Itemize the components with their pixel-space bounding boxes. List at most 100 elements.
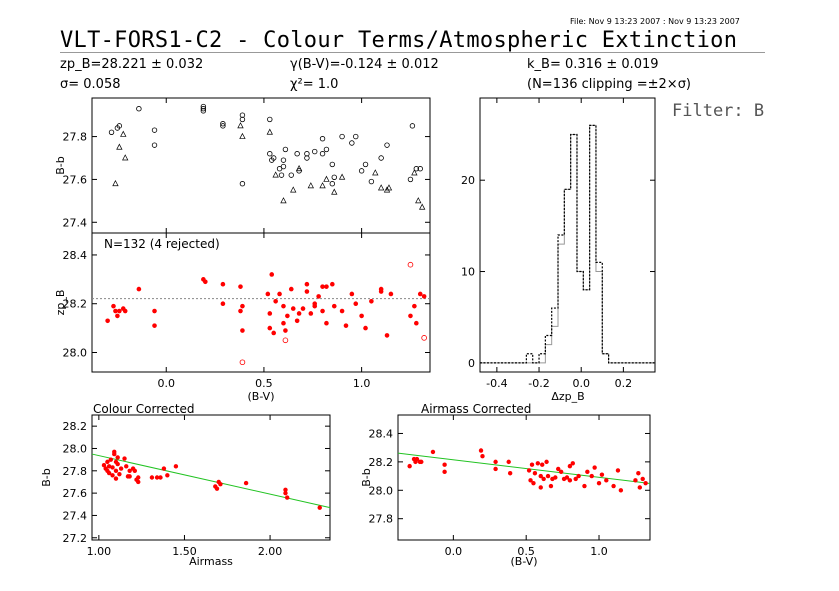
lower-left-used-point — [281, 303, 286, 309]
lower-left-used-point — [349, 291, 355, 297]
lower-left-used-point — [290, 306, 296, 311]
colour-corrected-point — [158, 475, 163, 480]
lower-left-used-point — [408, 313, 413, 319]
colour-corrected-point — [283, 490, 288, 496]
lower-left-used-point — [294, 318, 300, 324]
upper-left-triangle-point — [280, 197, 287, 204]
lower-left-used-point — [203, 279, 208, 285]
airmass-corrected-point — [506, 459, 511, 465]
histogram-xtick-label: 0.2 — [615, 377, 633, 390]
upper-left-triangle-point — [338, 173, 346, 180]
airmass-corrected-xtick-label: 0.5 — [517, 545, 535, 558]
upper-left-circle-point — [278, 172, 285, 178]
upper-left-circle-point — [304, 151, 310, 157]
title-underline — [60, 52, 765, 53]
upper-left-circle-point — [267, 116, 273, 123]
upper-left-frame — [91, 97, 431, 234]
upper-left-triangle-point — [372, 169, 379, 176]
lower-left-used-point — [281, 320, 286, 326]
colour-corrected-point — [110, 473, 115, 478]
lower-left-used-point — [283, 328, 288, 333]
upper-left-triangle-point — [385, 184, 393, 191]
upper-left-circle-point — [220, 121, 226, 127]
histogram-ytick-label: 10 — [461, 266, 475, 279]
airmass-corrected-point — [407, 463, 412, 469]
lower-left-used-point — [105, 318, 110, 324]
lower-left-used-point — [111, 303, 116, 309]
lower-left-used-point — [267, 311, 273, 316]
airmass-corrected-frame — [397, 414, 651, 541]
lower-left-used-point — [300, 306, 306, 311]
lower-left-used-point — [277, 291, 282, 297]
lower-left-used-point — [320, 308, 325, 314]
upper-left-triangle-point — [116, 143, 123, 150]
upper-left-circle-point — [362, 161, 369, 168]
lower-left-frame — [91, 232, 431, 373]
airmass-corrected-xtick-label: 0.0 — [445, 545, 463, 558]
upper-left-circle-point — [267, 151, 273, 157]
colour-corrected-point — [283, 487, 288, 492]
airmass-corrected-point — [615, 468, 621, 473]
upper-left-circle-point — [151, 127, 158, 133]
colour-corrected-point — [122, 456, 127, 461]
airmass-corrected-point — [618, 488, 624, 493]
chi2-value: χ²= 1.0 — [290, 77, 339, 92]
upper-left-circle-point — [417, 166, 423, 172]
lower-left-xtick-label: 0.5 — [255, 377, 273, 390]
airmass-corrected-point — [643, 480, 648, 486]
colour-corrected-ytick-label: 27.8 — [63, 465, 88, 478]
airmass-corrected-point — [507, 471, 513, 476]
lower-left-used-point — [421, 294, 427, 299]
upper-left-circle-point — [349, 140, 355, 146]
lower-left-used-point — [115, 313, 120, 319]
histogram-solid-steps — [480, 124, 655, 364]
airmass-corrected-point — [596, 480, 602, 486]
histogram-frame — [479, 97, 656, 373]
lower-left-used-point — [412, 303, 417, 309]
airmass-corrected-point — [573, 476, 578, 482]
colour-corrected-ytick-label: 27.4 — [63, 509, 88, 522]
colour-corrected-point — [113, 468, 119, 474]
lower-left-used-point — [330, 281, 335, 287]
upper-left-triangle-point — [239, 132, 246, 139]
colour-corrected-point — [243, 480, 249, 486]
colour-corrected-point — [218, 481, 223, 487]
colour-corrected-ytick-label: 28.2 — [63, 420, 88, 433]
colour-corrected-point — [124, 464, 129, 469]
lower-left-used-point — [369, 298, 374, 304]
lower-left-used-point — [238, 284, 243, 289]
airmass-corrected-point — [531, 480, 536, 486]
colour-corrected-point — [105, 459, 110, 465]
airmass-corrected-point — [538, 485, 543, 490]
lower-left-xlabel: (B-V) — [248, 390, 275, 403]
lower-left-used-point — [220, 301, 226, 307]
histogram-xtick-label: -0.2 — [528, 377, 549, 390]
lower-left-used-point — [339, 308, 345, 314]
colour-corrected-xtick-label: 1.00 — [87, 545, 112, 558]
colour-corrected-point — [317, 505, 322, 510]
upper-left-circle-point — [358, 168, 365, 174]
airmass-corrected-point — [592, 465, 597, 470]
lower-left-title: N=132 (4 rejected) — [104, 237, 220, 251]
airmass-corrected-point — [611, 483, 616, 489]
airmass-corrected-point — [480, 453, 485, 459]
lower-left-used-point — [113, 308, 118, 314]
colour-corrected-point — [165, 473, 170, 478]
lower-left-used-point — [288, 286, 294, 292]
airmass-corrected-ytick-label: 28.0 — [369, 484, 394, 497]
airmass-corrected-ytick-label: 28.2 — [369, 456, 394, 469]
upper-left-circle-point — [282, 146, 289, 153]
lower-left-used-point — [312, 301, 318, 307]
lower-left-used-point — [240, 303, 245, 309]
upper-left-ytick-label: 27.8 — [63, 131, 88, 144]
airmass-corrected-point — [567, 478, 573, 483]
upper-left-ytick-label: 27.4 — [63, 216, 88, 229]
colour-corrected-point — [115, 461, 120, 467]
colour-corrected-fit-line — [91, 453, 331, 509]
airmass-corrected-point — [528, 478, 533, 483]
airmass-corrected-point — [535, 461, 541, 466]
colour-corrected-point — [214, 486, 220, 491]
airmass-corrected-xtick-label: 1.0 — [590, 545, 608, 558]
airmass-corrected-point — [553, 475, 558, 480]
